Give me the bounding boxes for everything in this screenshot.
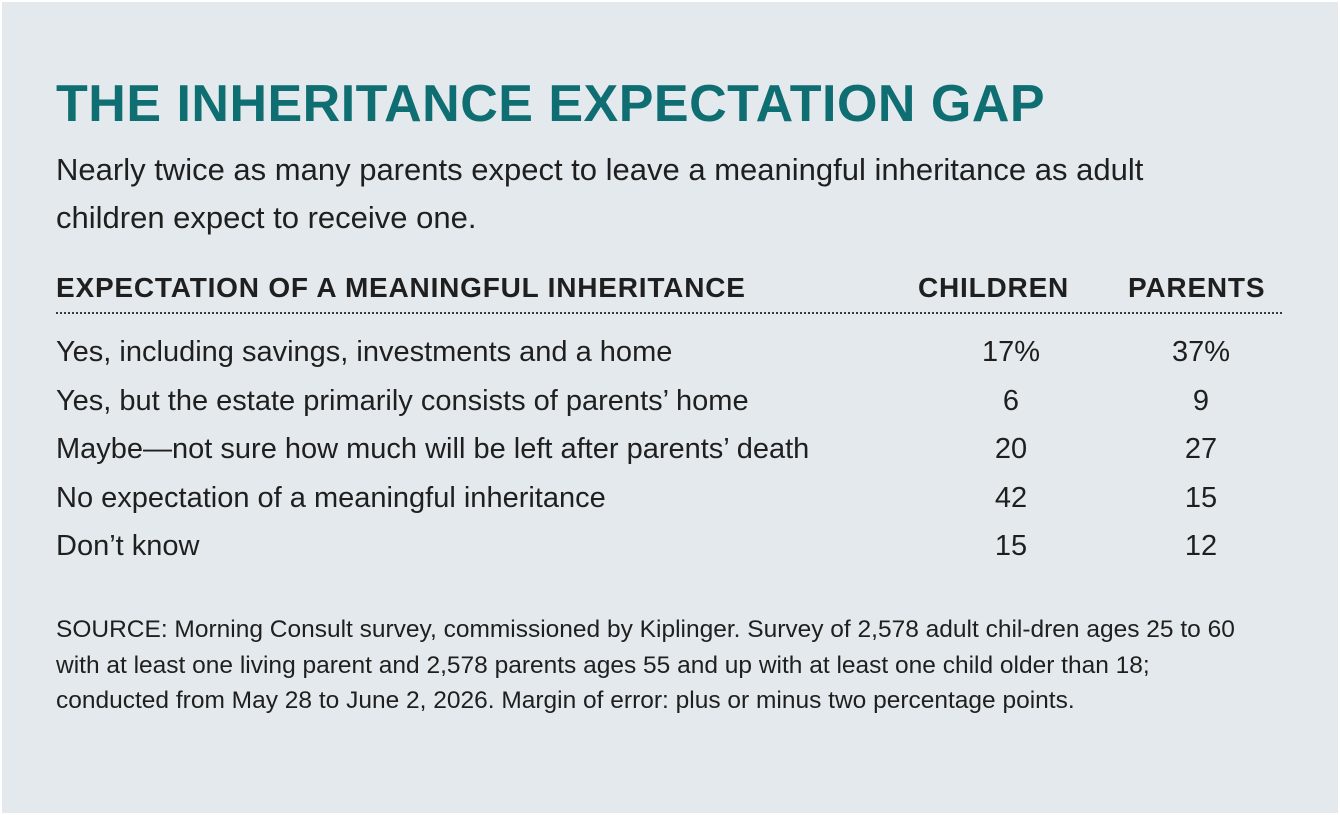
parents-value: 12	[1184, 530, 1218, 562]
column-header-children: CHILDREN	[918, 272, 1070, 303]
parents-value: 15	[1184, 481, 1218, 514]
table-row: Maybe—not sure how much will be left aft…	[56, 427, 1282, 476]
children-value: 42	[994, 481, 1028, 514]
parents-value: 27	[1184, 433, 1218, 465]
column-header-parents: PARENTS	[1128, 272, 1266, 303]
column-header-expectation: EXPECTATION OF A MEANINGFUL INHERITANCE	[56, 272, 746, 303]
children-value: 20	[994, 433, 1028, 465]
children-value: 15	[994, 530, 1028, 562]
parents-value: 9	[1192, 384, 1210, 417]
children-value: 17%	[981, 336, 1041, 368]
chart-title: THE INHERITANCE EXPECTATION GAP	[56, 75, 1046, 133]
row-label: Don’t know	[56, 530, 200, 562]
row-label: No expectation of a meaningful inheritan…	[56, 481, 606, 514]
row-label: Maybe—not sure how much will be left aft…	[56, 433, 810, 465]
table-row: No expectation of a meaningful inheritan…	[56, 476, 1282, 525]
table-header: EXPECTATION OF A MEANINGFUL INHERITANCE …	[56, 264, 1282, 314]
table-row: Yes, including savings, investments and …	[56, 330, 1282, 379]
parents-value: 37%	[1171, 336, 1231, 368]
row-label: Yes, including savings, investments and …	[56, 336, 673, 368]
table-row: Yes, but the estate primarily consists o…	[56, 379, 1282, 428]
children-value: 6	[1002, 384, 1020, 417]
chart-subtitle: Nearly twice as many parents expect to l…	[56, 152, 1144, 235]
table-row: Don’t know 15 12	[56, 524, 1282, 573]
source-note: SOURCE: Morning Consult survey, commissi…	[56, 616, 1235, 714]
row-label: Yes, but the estate primarily consists o…	[56, 384, 749, 417]
data-table: EXPECTATION OF A MEANINGFUL INHERITANCE …	[56, 264, 1282, 573]
table-body: Yes, including savings, investments and …	[56, 330, 1282, 573]
